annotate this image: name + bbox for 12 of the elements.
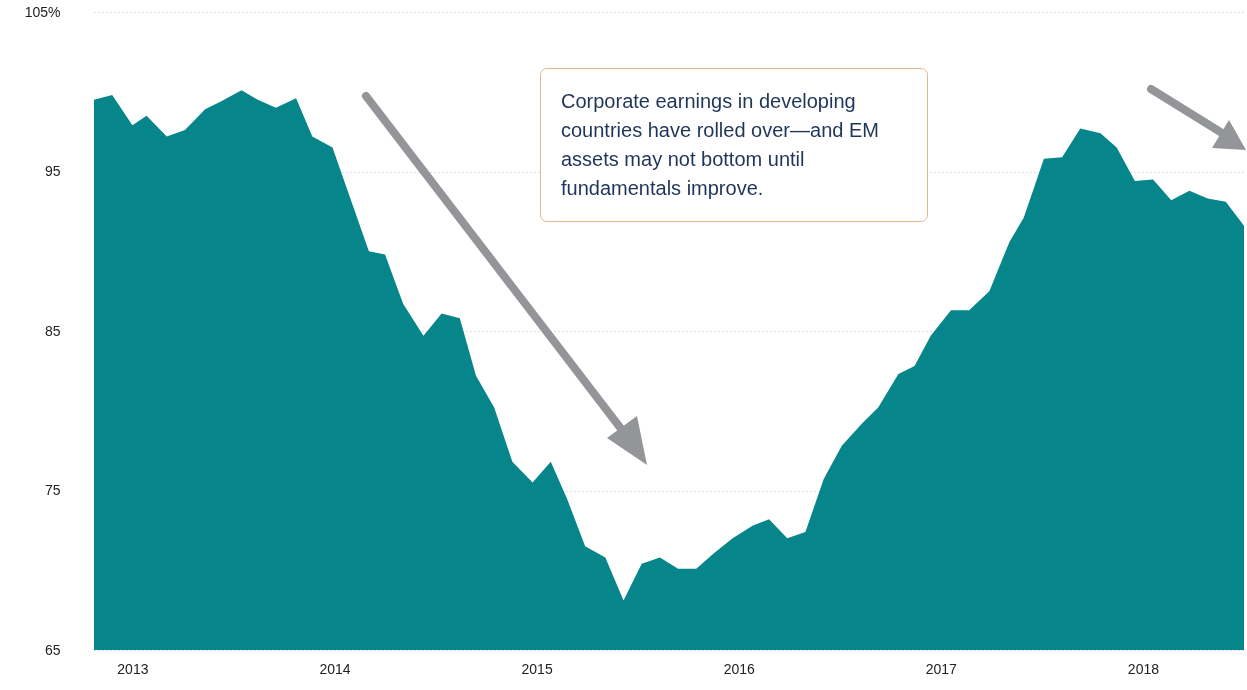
y-tick-label: 85 xyxy=(44,322,61,339)
x-tick-label: 2013 xyxy=(117,660,149,677)
y-tick-label: 95 xyxy=(44,163,61,179)
x-tick-label: 2016 xyxy=(723,660,756,677)
callout-box: Corporate earnings in developing countries have rolled over—and EM assets may not bottom until fundamentals improve. xyxy=(540,68,928,222)
x-tick-label: 2014 xyxy=(319,660,351,677)
x-tick-label: 2018 xyxy=(1127,660,1160,677)
x-tick-label: 2017 xyxy=(925,660,958,677)
y-tick-label: 65 xyxy=(44,641,61,658)
x-tick-label: 2015 xyxy=(521,660,553,677)
y-tick-label: 75 xyxy=(44,482,61,498)
y-tick-label: 105% xyxy=(24,3,61,20)
